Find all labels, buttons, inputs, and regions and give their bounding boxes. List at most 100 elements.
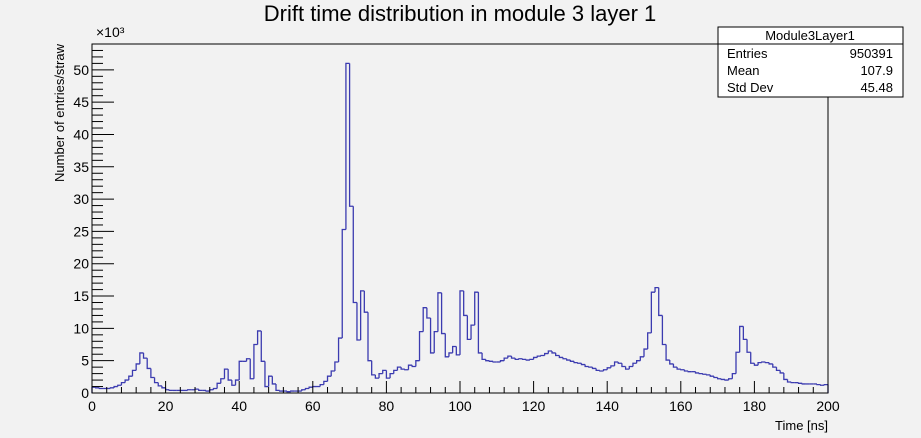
stats-stddev-label: Std Dev [727, 80, 774, 95]
histogram-bin [400, 367, 405, 370]
histogram-bin [437, 292, 442, 332]
histogram-bin [334, 361, 339, 372]
histogram-bin [801, 383, 806, 385]
histogram-bin [455, 346, 460, 356]
histogram-bin [481, 352, 486, 361]
histogram-bin [238, 360, 243, 381]
stats-mean-value: 107.9 [860, 63, 893, 78]
histogram-bin [382, 369, 387, 374]
histogram-bin [371, 360, 376, 376]
histogram-bin [676, 367, 681, 370]
histogram-bin [647, 332, 652, 350]
histogram-bin [153, 377, 159, 384]
histogram-bin [220, 378, 225, 384]
histogram-bin [816, 383, 821, 386]
histogram-bin [440, 292, 446, 335]
y-tick-label: 10 [73, 320, 89, 336]
histogram-bin [724, 379, 729, 381]
histogram-bin [245, 358, 251, 362]
histogram-bin [374, 374, 380, 379]
histogram-bin [713, 376, 718, 379]
histogram-bin [735, 351, 740, 374]
histogram-bin [709, 374, 714, 377]
x-tick-label: 200 [816, 398, 840, 414]
histogram-bin [227, 369, 232, 381]
histogram-bin [639, 356, 644, 361]
histogram-bin [823, 383, 828, 386]
histogram-bin [786, 379, 792, 383]
histogram-bin [761, 361, 766, 363]
histogram-bin [407, 364, 413, 370]
x-tick-label: 100 [448, 398, 472, 414]
histogram-bin [580, 363, 586, 366]
x-tick-label: 40 [231, 398, 247, 414]
histogram-bin [433, 330, 438, 353]
y-tick-label: 45 [73, 94, 89, 110]
histogram-bin [98, 387, 104, 390]
histogram-bin [448, 352, 453, 357]
histogram-bin [687, 371, 692, 373]
histogram-bin [198, 389, 203, 392]
stats-box-frame [717, 26, 904, 98]
histogram-bin [739, 325, 744, 353]
histogram-bin [304, 387, 310, 390]
histogram-bin [279, 390, 284, 392]
histogram-bin [485, 359, 490, 362]
histogram-bin [345, 62, 350, 230]
histogram-bin [547, 350, 552, 354]
histogram-bin [168, 389, 173, 392]
histogram-bin [253, 343, 258, 379]
histogram-bin [606, 367, 611, 370]
histogram-bin [768, 362, 773, 365]
histogram-bin [628, 365, 633, 370]
histogram-bin [164, 387, 170, 391]
x-axis-label: Time [ns] [775, 418, 828, 433]
histogram-bin [135, 363, 140, 371]
histogram-bin [764, 361, 770, 364]
histogram-bin [591, 367, 597, 370]
histogram-bin [683, 369, 689, 372]
histogram-bin [635, 360, 641, 364]
histogram-bin [451, 345, 457, 353]
histogram-bin [510, 356, 516, 359]
histogram-bin [378, 372, 383, 379]
histogram-bin [536, 355, 541, 358]
histogram-bin [507, 355, 512, 359]
histogram-bin [312, 385, 317, 388]
histogram-bin [113, 385, 118, 388]
histogram-bin [205, 390, 210, 392]
stats-box: Module3Layer1 Entries 950391 Mean 107.9 … [717, 26, 904, 98]
histogram-bin [521, 358, 527, 361]
y-tick-label: 5 [81, 353, 89, 369]
histogram-bin [610, 365, 615, 368]
histogram-bin [389, 372, 394, 379]
histogram-bin [514, 358, 519, 361]
histogram-bin [613, 361, 619, 366]
x-tick-label: 160 [669, 398, 693, 414]
histogram-bin [157, 382, 162, 387]
histogram-bin [260, 330, 265, 362]
histogram-bin [418, 330, 424, 361]
histogram-bin [562, 357, 567, 360]
histogram-bin [672, 363, 678, 368]
histogram-bin [790, 382, 795, 384]
x-tick-label: 60 [305, 398, 321, 414]
histogram-bin [330, 370, 335, 377]
histogram-bin [124, 379, 129, 383]
histogram-bin [290, 390, 295, 392]
axes: 0 20 40 60 80 100 120 140 160 180 200 0 5 10 15 20 25 30 3… [73, 43, 840, 414]
histogram-bin [393, 369, 398, 374]
histogram-bin [356, 302, 361, 341]
histogram-bin [341, 228, 346, 339]
histogram-bin [348, 63, 354, 207]
histogram-bin [650, 291, 656, 333]
histogram-bin [223, 368, 229, 379]
histogram-bin [757, 361, 762, 366]
histogram-bin [301, 389, 306, 392]
histogram-bin [411, 365, 416, 368]
x-tick-label: 120 [522, 398, 546, 414]
histogram-bin [146, 358, 151, 370]
histogram-bin [367, 312, 372, 362]
histogram-bin [555, 352, 560, 357]
stats-entries-label: Entries [727, 46, 768, 61]
